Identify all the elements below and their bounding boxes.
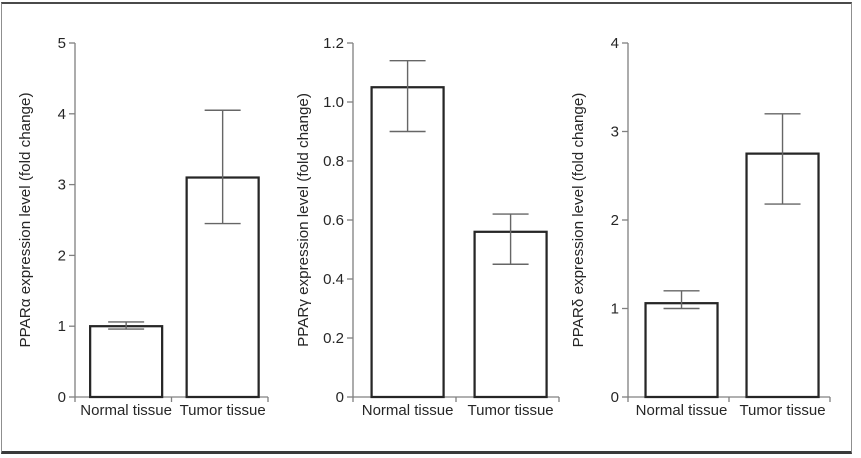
- x-category-label: Normal tissue: [636, 402, 728, 419]
- y-tick-label: 0: [336, 389, 344, 406]
- x-category-label: Tumor tissue: [739, 402, 825, 419]
- y-tick-label: 0: [58, 389, 66, 406]
- y-tick-label: 1.0: [323, 94, 344, 111]
- y-axis-title: PPARγ expression level (fold change): [295, 93, 312, 347]
- y-tick-label: 1: [58, 318, 66, 335]
- bar-normal-tissue: [644, 302, 719, 399]
- y-tick-label: 4: [58, 106, 66, 123]
- y-tick-label: 5: [58, 35, 66, 52]
- y-tick-label: 4: [611, 35, 619, 52]
- x-category-label: Normal tissue: [362, 402, 454, 419]
- y-tick-label: 0.6: [323, 212, 344, 229]
- y-tick-label: 3: [58, 177, 66, 194]
- chart-panel-ppar-delta: 0 1 2 3 4 Normal tissue Tumor tissue PPARδ expr…: [568, 4, 851, 451]
- bar-chart-ppar-alpha: 0 1 2 3 4 5 Normal tissue Tumor tissue PPARα exp…: [17, 35, 269, 419]
- figure-frame: 0 1 2 3 4 5 Normal tissue Tumor tissue PPARα exp…: [1, 2, 852, 454]
- y-tick-label: 0.4: [323, 271, 344, 288]
- bar-chart-ppar-gamma: 0 0.2 0.4 0.6 0.8 1.0 1.2 Normal tissue Tumor ti…: [295, 35, 560, 419]
- y-tick-label: 0.2: [323, 330, 344, 347]
- y-tick-label: 1.2: [323, 35, 344, 52]
- x-category-label: Tumor tissue: [468, 402, 554, 419]
- y-tick-label: 2: [611, 212, 619, 229]
- chart-panel-ppar-gamma: 0 0.2 0.4 0.6 0.8 1.0 1.2 Normal tissue Tumor ti…: [285, 4, 568, 451]
- y-tick-label: 1: [611, 301, 619, 318]
- chart-panel-ppar-alpha: 0 1 2 3 4 5 Normal tissue Tumor tissue PPARα exp…: [2, 4, 285, 451]
- bar-normal-tissue: [89, 325, 164, 399]
- bar-chart-ppar-delta: 0 1 2 3 4 Normal tissue Tumor tissue PPARδ expr…: [570, 35, 831, 419]
- bar-tumor-tissue: [745, 152, 820, 399]
- y-axis-title: PPARδ expression level (fold change): [570, 93, 587, 348]
- x-category-label: Tumor tissue: [180, 402, 266, 419]
- y-tick-label: 2: [58, 247, 66, 264]
- x-category-label: Normal tissue: [80, 402, 172, 419]
- y-tick-label: 0.8: [323, 153, 344, 170]
- bar-normal-tissue: [370, 86, 445, 399]
- y-tick-label: 3: [611, 124, 619, 141]
- y-tick-label: 0: [611, 389, 619, 406]
- y-axis-title: PPARα expression level (fold change): [17, 93, 34, 348]
